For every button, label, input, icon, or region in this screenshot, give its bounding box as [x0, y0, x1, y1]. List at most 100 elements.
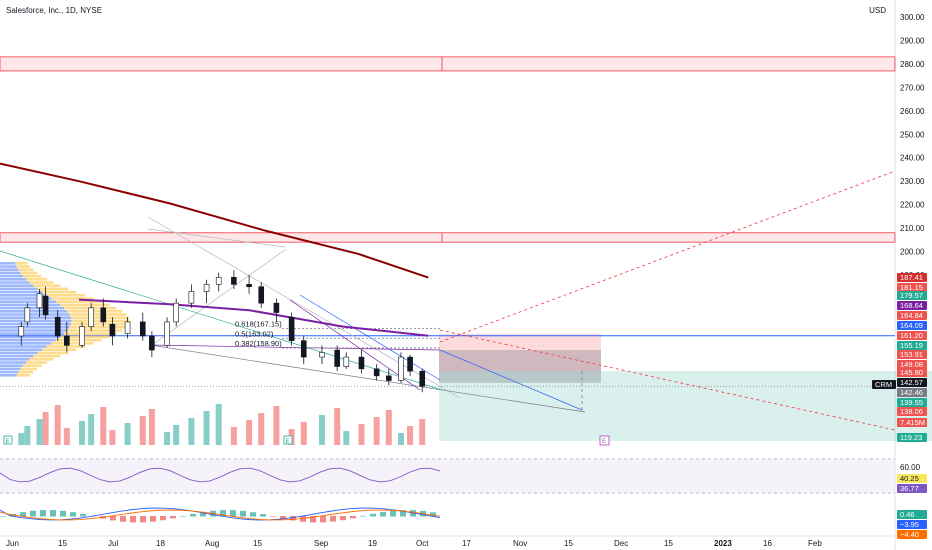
volume-bar [124, 423, 131, 445]
macd-histogram-bar [170, 516, 176, 519]
time-tick-label: 15 [253, 539, 262, 548]
volume-bar [246, 420, 253, 445]
candle-body [319, 352, 325, 358]
macd-histogram-bar [120, 516, 126, 522]
time-tick-label: Sep [314, 539, 329, 548]
macd-histogram-bar [280, 516, 286, 519]
candle-body [124, 321, 131, 334]
macd-histogram-bar [70, 512, 76, 517]
macd-histogram-bar [180, 515, 186, 517]
volume-profile-bar [0, 322, 72, 326]
volume-bar [36, 419, 43, 445]
volume-profile-bar [15, 262, 28, 265]
position-body [439, 350, 601, 383]
trend-line [439, 349, 583, 411]
volume-profile-bar [41, 348, 77, 351]
candle-body [300, 340, 307, 358]
volume-profile-bar [0, 351, 38, 355]
volume-bar [18, 433, 25, 445]
macd-histogram-bar [330, 516, 336, 522]
volume-profile-bar [0, 342, 52, 345]
volume-profile-bar [0, 319, 72, 323]
volume-bar [100, 407, 107, 445]
time-tick-label: Jun [6, 539, 19, 548]
candle-body [18, 326, 25, 337]
volume-profile-bar [55, 338, 102, 342]
macd-histogram-bar [140, 516, 146, 523]
time-tick-label: 19 [368, 539, 377, 548]
volume-profile-bar [29, 281, 54, 284]
price-badge-label: 161.20 [900, 331, 923, 340]
time-tick-label: Oct [416, 539, 429, 548]
volume-profile-bar [37, 287, 69, 291]
dividend-marker-label: E [602, 439, 606, 445]
price-badge-label: 139.55 [900, 398, 923, 407]
price-badge [897, 311, 927, 320]
price-badge-label: 142.57 [900, 378, 923, 387]
volume-profile-bar [0, 335, 61, 339]
fibonacci-label: 0.5(163.02) [235, 329, 274, 338]
volume-bar [419, 419, 426, 445]
macd-histogram-bar [270, 516, 276, 517]
time-tick-label: 15 [664, 539, 673, 548]
trend-line [149, 344, 441, 351]
dividend-marker [599, 435, 610, 446]
macd-histogram-bar [220, 510, 226, 517]
volume-profile-bar [33, 354, 61, 358]
time-tick-label: 15 [564, 539, 573, 548]
macd-histogram-bar [50, 510, 56, 517]
price-badge-label: 179.57 [900, 291, 923, 300]
price-badge [897, 407, 927, 416]
volume-bar [139, 416, 146, 445]
macd-value-badge [897, 520, 927, 529]
volume-profile-bar [0, 358, 30, 361]
candle-body [188, 291, 195, 304]
volume-profile-bar [0, 265, 17, 268]
macd-histogram-bar [320, 516, 326, 523]
time-tick-label: 17 [462, 539, 471, 548]
time-tick-label: Nov [513, 539, 527, 548]
macd-histogram-bar [30, 510, 36, 517]
earnings-marker [3, 435, 13, 445]
moving-average-200 [0, 162, 429, 279]
price-badge [897, 398, 927, 407]
macd-histogram-bar [20, 512, 26, 517]
macd-histogram-bar [60, 510, 66, 517]
price-tick-label: 220.00 [900, 201, 925, 210]
price-badge-label: 164.09 [900, 321, 923, 330]
price-badge [897, 350, 927, 359]
time-tick-label: Feb [808, 539, 822, 548]
volume-profile-bar [0, 303, 61, 307]
currency-label: USD [869, 6, 886, 15]
volume-profile-bar [0, 281, 30, 284]
volume-bar [188, 418, 195, 445]
candle-body [42, 295, 49, 316]
volume-profile-bar [0, 274, 23, 278]
volume-profile-bar [71, 322, 130, 326]
price-tick-label: 290.00 [900, 36, 925, 45]
candle-body [419, 370, 426, 387]
volume-bar [63, 428, 70, 445]
candle-body [273, 302, 280, 313]
volume-bar [273, 406, 280, 445]
volume-bar [334, 408, 341, 445]
candle-body [164, 321, 170, 346]
volume-profile-bar [0, 300, 56, 303]
macd-value-label: −4.40 [900, 530, 919, 539]
volume-profile-bar [0, 354, 34, 358]
volume-bar [215, 404, 222, 445]
price-badge-label: 138.06 [900, 407, 923, 416]
price-badge [897, 368, 927, 377]
macd-histogram-bar [190, 513, 196, 517]
volume-profile-bar [64, 332, 117, 335]
volume-profile-bar [0, 306, 65, 310]
volume-profile-bar [18, 370, 34, 374]
price-badge-label: 164.84 [900, 311, 923, 320]
volume-profile-bar [25, 278, 48, 281]
price-tick-label: 300.00 [900, 13, 925, 22]
candle-body [88, 307, 94, 327]
macd-histogram-bar [240, 510, 246, 517]
candle-body [79, 326, 85, 346]
